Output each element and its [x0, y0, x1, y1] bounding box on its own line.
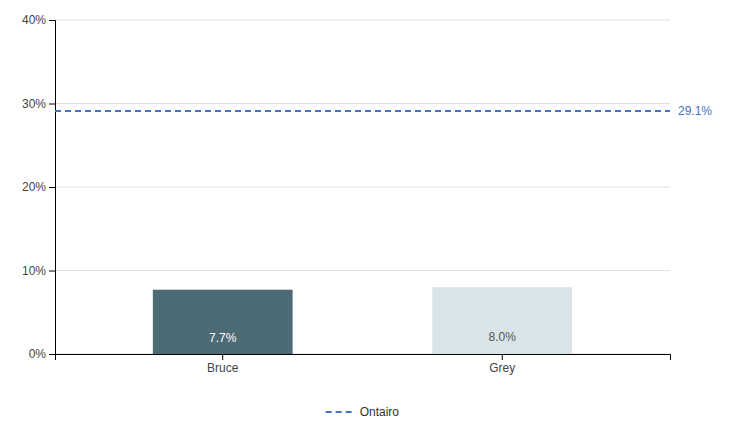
x-tick: Bruce: [207, 354, 239, 375]
marks: [55, 111, 670, 354]
y-tick: 0%: [29, 347, 55, 361]
reference-line: [55, 110, 670, 112]
data-label: 8.0%: [489, 330, 517, 344]
chart-container: 0% 10% 20% 30% 40% Bruce Grey 7.7% 8.0% 29.1% Onta…: [0, 0, 750, 434]
bar: [153, 290, 293, 354]
bar: [432, 287, 572, 354]
legend: Ontairo: [326, 405, 400, 419]
y-tick: 30%: [22, 97, 55, 111]
y-tick-label: 10%: [22, 264, 46, 278]
grid-line: [55, 103, 670, 104]
x-tick-label: Bruce: [207, 361, 239, 375]
y-tick-mark: [49, 271, 55, 272]
x-axis: Bruce Grey: [56, 354, 671, 375]
grid-line: [55, 187, 670, 188]
y-tick-label: 0%: [29, 347, 47, 361]
y-tick: 10%: [22, 264, 55, 278]
x-tick-label: Grey: [489, 361, 515, 375]
grid-line: [55, 20, 670, 21]
y-tick-mark: [49, 187, 55, 188]
grid-line: [55, 270, 670, 271]
y-tick-mark: [49, 354, 55, 355]
y-tick-mark: [49, 20, 55, 21]
legend-swatch: [326, 411, 354, 413]
y-axis-line: [49, 21, 56, 355]
data-label: 7.7%: [209, 331, 237, 345]
y-tick-label: 40%: [22, 13, 46, 27]
y-tick-label: 30%: [22, 97, 46, 111]
grid: [55, 20, 670, 354]
x-axis-line: [56, 355, 671, 361]
labels: 7.7% 8.0% 29.1%: [209, 104, 712, 345]
x-tick: Grey: [489, 354, 515, 375]
legend-label: Ontairo: [360, 405, 400, 419]
reference-label: 29.1%: [678, 104, 712, 118]
y-tick-mark: [49, 104, 55, 105]
legend-item: Ontairo: [326, 405, 400, 419]
plot: 0% 10% 20% 30% 40% Bruce Grey 7.7% 8.0% 29.1%: [22, 13, 712, 374]
y-axis: 0% 10% 20% 30% 40%: [22, 13, 56, 361]
x-tick-mark: [502, 354, 503, 360]
x-tick-mark: [222, 354, 223, 360]
y-tick-label: 20%: [22, 180, 46, 194]
y-tick: 20%: [22, 180, 55, 194]
chart-svg: 0% 10% 20% 30% 40% Bruce Grey 7.7% 8.0% 29.1% Onta…: [0, 0, 750, 434]
y-tick: 40%: [22, 13, 55, 27]
